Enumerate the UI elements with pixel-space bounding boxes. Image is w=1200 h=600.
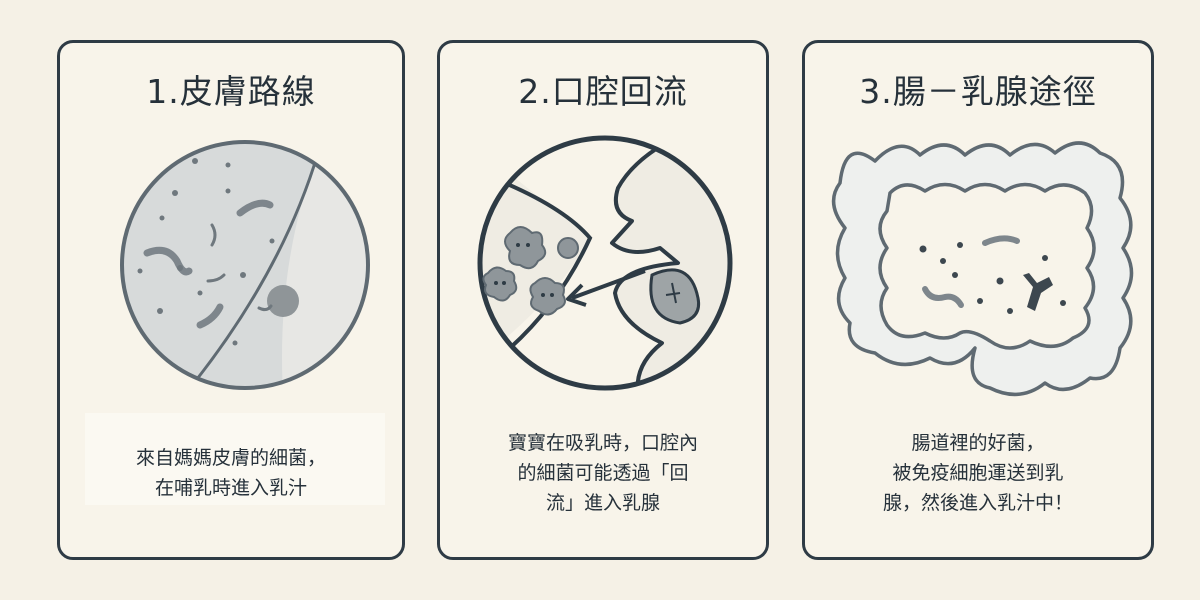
caption-line: 腸道裡的好菌， [911, 432, 1045, 454]
skin-magnified-icon [120, 140, 370, 390]
intestine-bacteria-icon [831, 141, 1134, 397]
panel-title: 1.皮膚路線 [146, 72, 316, 111]
panel-caption: 腸道裡的好菌， 被免疫細胞運送到乳 腺，然後進入乳汁中！ [805, 428, 1151, 518]
panel-caption: 寶寶在吸乳時，口腔內 的細菌可能透過「回 流」進入乳腺 [440, 428, 766, 518]
caption-line: 來自媽媽皮膚的細菌， [135, 447, 326, 469]
panel-oral-backflow: 2.口腔回流 寶寶在吸乳時，口腔內 的細菌可能透過「回 [437, 40, 769, 560]
caption-line: 寶寶在吸乳時，口腔內 [507, 432, 698, 454]
caption-line: 的細菌可能透過「回 [517, 462, 689, 484]
caption-line: 在哺乳時進入乳汁 [154, 477, 307, 499]
caption-line: 流」進入乳腺 [545, 492, 660, 514]
panel-caption: 來自媽媽皮膚的細菌， 在哺乳時進入乳汁 [60, 443, 402, 503]
caption-line: 被免疫細胞運送到乳 [892, 462, 1064, 484]
panel-title: 3.腸－乳腺途徑 [859, 72, 1097, 111]
panel-gut-mammary-route: 3.腸－乳腺途徑 腸道裡的好菌， 被免疫細胞運送到乳 腺，然後進入乳汁中！ [802, 40, 1154, 560]
caption-line: 腺，然後進入乳汁中！ [882, 492, 1073, 514]
caption-background [85, 413, 385, 505]
panel-title: 2.口腔回流 [518, 72, 688, 111]
panel-skin-route: 1.皮膚路線 來自媽媽皮 [57, 40, 405, 560]
infant-mouth-backflow-icon [477, 135, 733, 391]
